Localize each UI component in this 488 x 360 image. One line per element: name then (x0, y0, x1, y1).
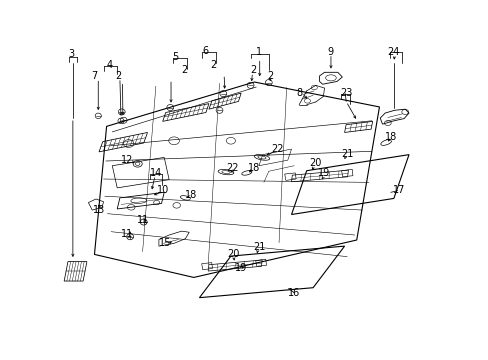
Text: 19: 19 (235, 263, 247, 273)
Text: 8: 8 (295, 87, 302, 98)
Text: 2: 2 (115, 71, 122, 81)
Text: 9: 9 (326, 46, 333, 57)
Text: 2: 2 (210, 60, 216, 70)
Text: 21: 21 (340, 149, 353, 158)
Text: 22: 22 (270, 144, 283, 153)
Text: 12: 12 (121, 155, 133, 165)
Text: 6: 6 (202, 46, 208, 56)
Text: 7: 7 (91, 72, 98, 81)
Text: 22: 22 (226, 163, 238, 174)
Text: 2: 2 (181, 66, 187, 75)
Text: 11: 11 (136, 215, 148, 225)
Text: 15: 15 (159, 238, 171, 248)
Text: 24: 24 (387, 46, 399, 57)
Text: 2: 2 (250, 66, 256, 75)
Text: 19: 19 (318, 168, 330, 179)
Text: 14: 14 (149, 168, 162, 179)
Text: 5: 5 (172, 51, 178, 62)
Text: 18: 18 (184, 190, 197, 200)
Text: 3: 3 (68, 49, 75, 59)
Text: 4: 4 (106, 60, 112, 70)
Text: 1: 1 (255, 47, 262, 57)
Text: 17: 17 (392, 185, 405, 194)
Text: 11: 11 (121, 229, 133, 239)
Text: 13: 13 (93, 204, 105, 215)
Text: 2: 2 (266, 71, 273, 81)
Text: 20: 20 (308, 158, 321, 168)
Text: 20: 20 (227, 249, 239, 259)
Text: 21: 21 (252, 242, 264, 252)
Text: 18: 18 (384, 132, 396, 142)
Text: 16: 16 (287, 288, 300, 298)
Text: 18: 18 (247, 163, 259, 173)
Text: 10: 10 (157, 185, 169, 195)
Text: 23: 23 (339, 87, 351, 98)
